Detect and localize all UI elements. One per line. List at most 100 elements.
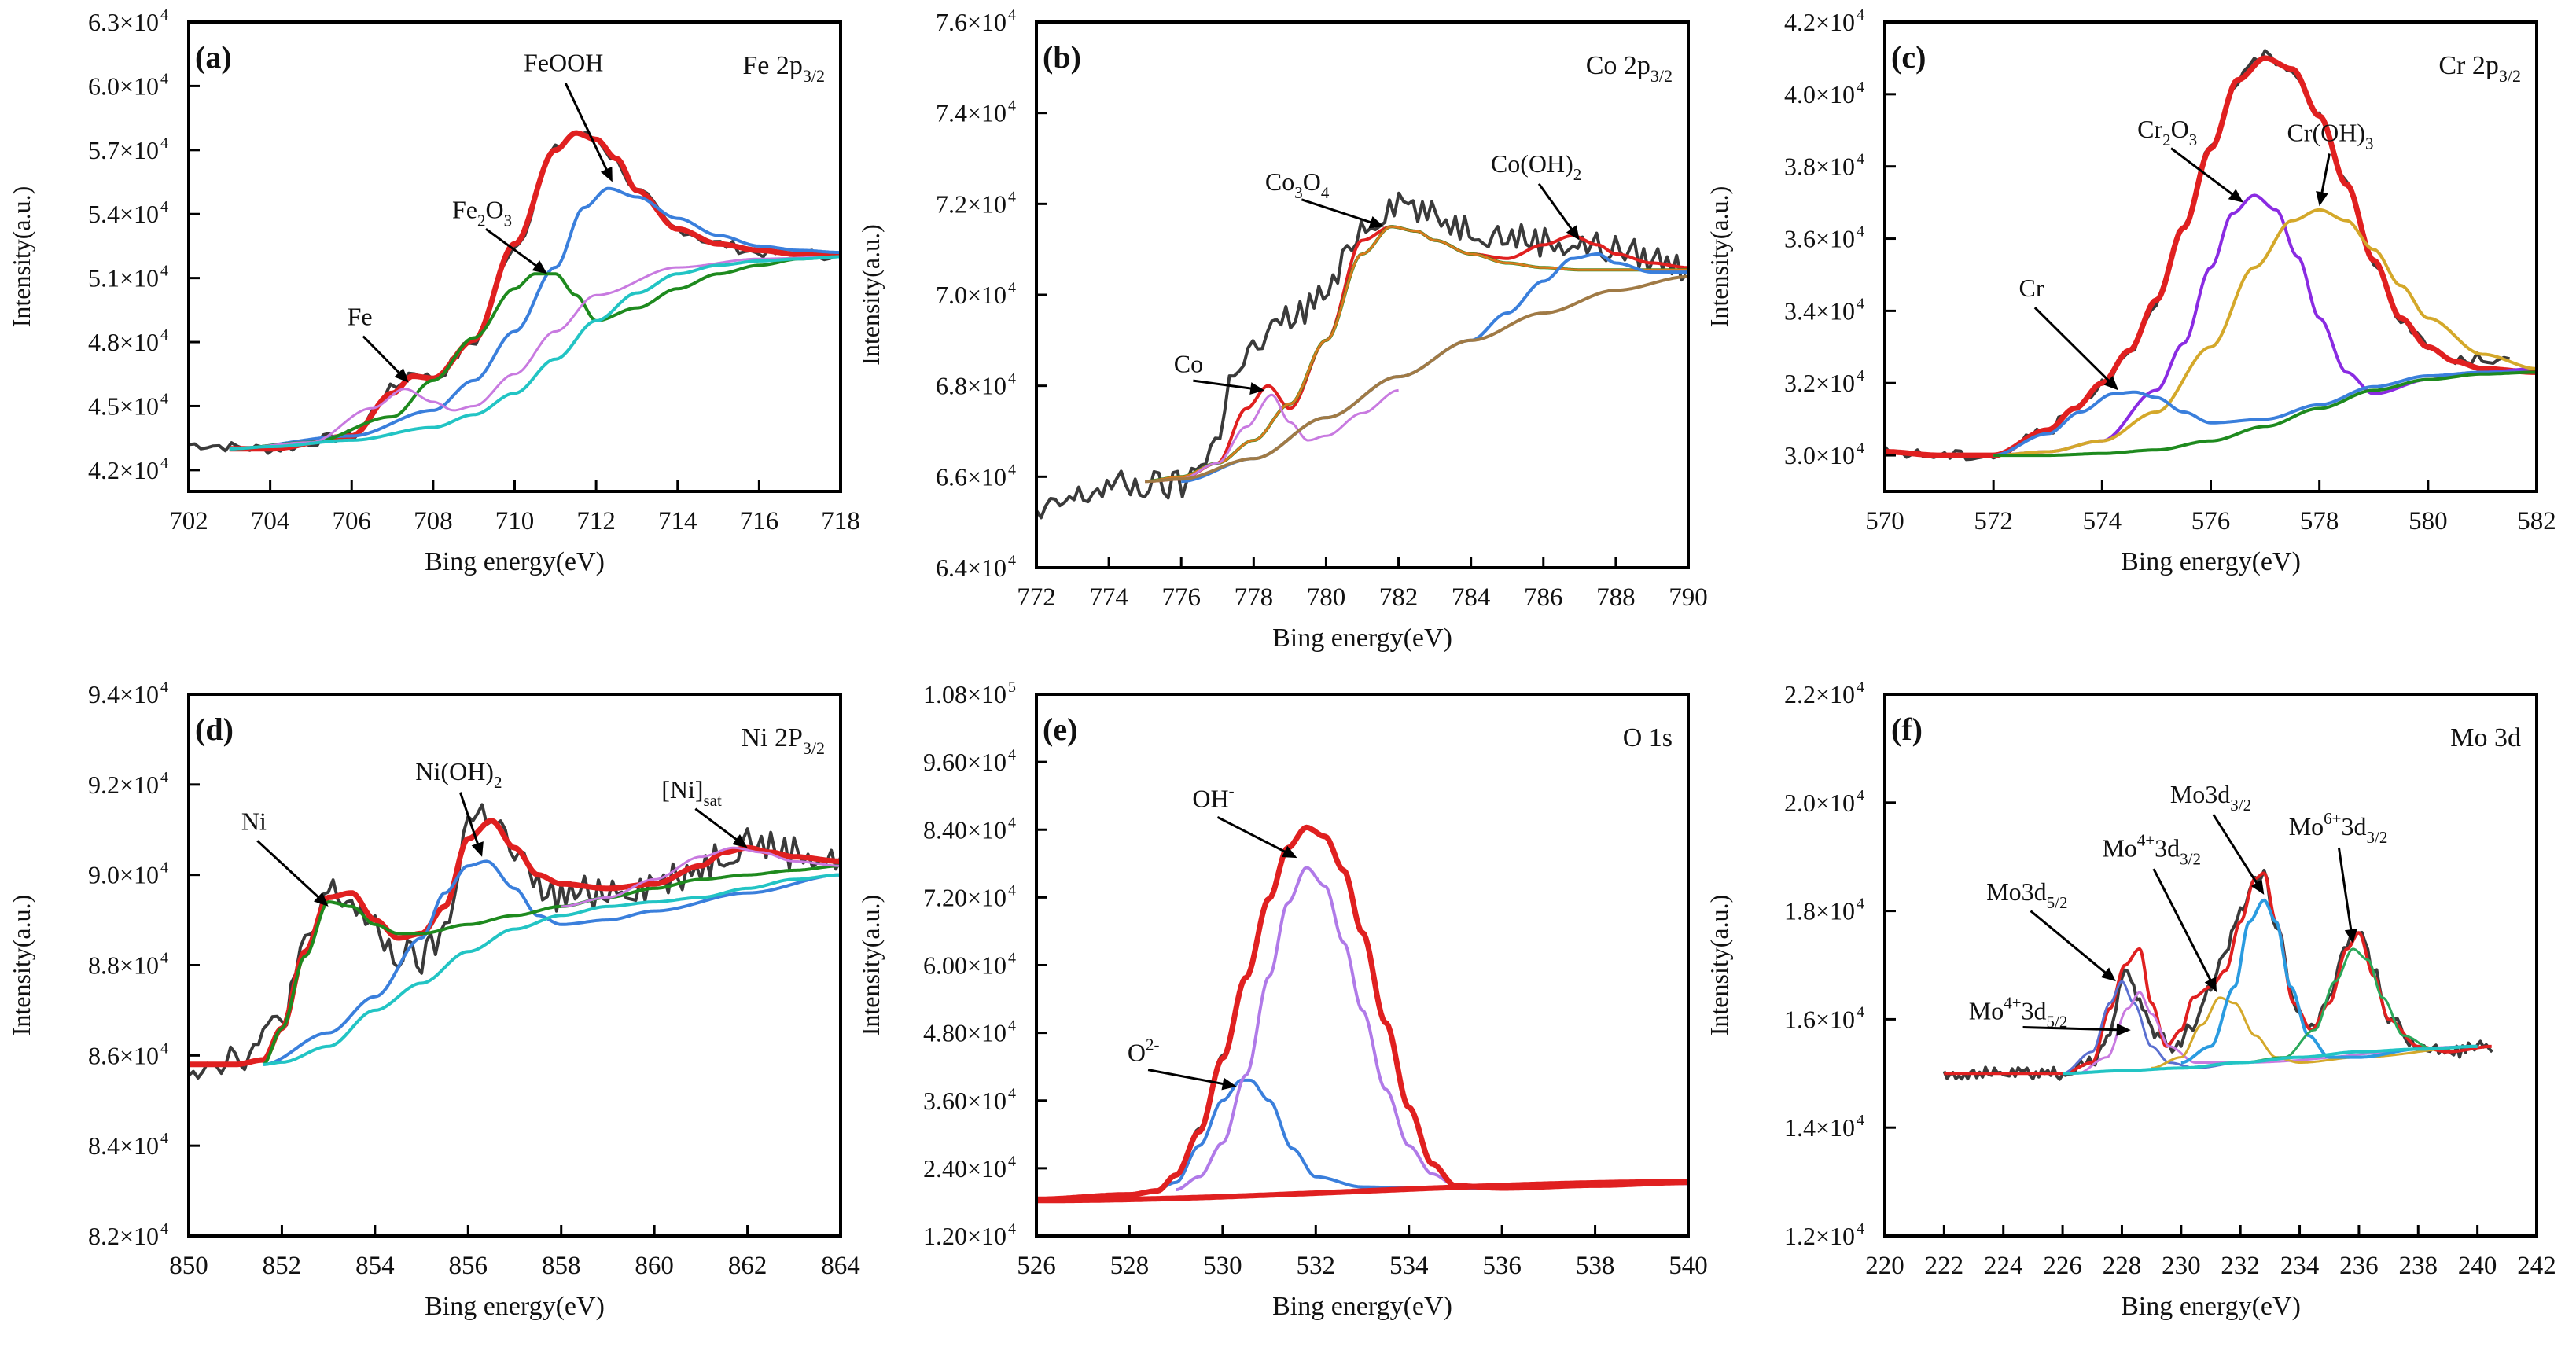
y-tick-label: 7.0×10 [936,281,1006,309]
y-tick-exponent: 4 [1008,950,1016,967]
y-tick-label: 7.2×10 [936,189,1006,218]
peak-annotation: Fe [348,302,373,330]
peak-annotation: Mo3d3/2 [2170,780,2251,815]
y-tick-label: 7.6×10 [936,8,1006,36]
y-axis-label: Intensity(a.u.) [1705,186,1733,328]
arrow-head-icon [1249,382,1265,395]
y-tick-label: 2.2×10 [1784,680,1855,708]
series-group [189,803,841,1080]
y-tick-label: 1.4×10 [1784,1113,1855,1142]
x-tick-label: 574 [2083,507,2122,535]
x-tick-label: 790 [1669,583,1708,612]
series-mo6-3d3-2 [2240,947,2478,1064]
x-tick-label: 780 [1307,583,1346,612]
y-tick-label: 9.2×10 [88,771,159,799]
y-tick-label: 6.4×10 [936,554,1006,582]
annotation-arrow [256,840,327,906]
y-tick-label: 2.0×10 [1784,789,1855,817]
y-tick-label: 6.00×10 [923,951,1006,980]
peak-annotation: O2- [1128,1035,1160,1067]
y-tick-label: 3.0×10 [1784,441,1855,469]
arrow-head-icon [1281,845,1297,859]
arrow-head-icon [1221,1077,1237,1091]
x-tick-label: 718 [821,507,860,535]
y-tick-exponent: 4 [1008,279,1016,296]
panel-label: (b) [1043,39,1081,75]
series-raw [1885,49,2510,462]
y-tick-label: 3.60×10 [923,1087,1006,1115]
arrow-head-icon [1368,216,1385,229]
y-tick-exponent: 4 [160,679,168,696]
x-tick-label: 774 [1089,583,1128,612]
y-tick-label: 4.5×10 [88,392,159,420]
panel-label: (c) [1891,39,1926,75]
peak-annotation: FeOOH [524,48,603,76]
series-fe [229,256,841,451]
y-tick-label: 4.0×10 [1784,80,1855,109]
arrow-head-icon [732,834,748,848]
y-tick-label: 1.2×10 [1784,1222,1855,1250]
series-ni [262,864,841,1066]
x-tick-label: 772 [1017,583,1056,612]
arrow-head-icon [2204,977,2217,992]
x-tick-label: 220 [1865,1252,1904,1280]
y-tick-label: 5.4×10 [88,200,159,228]
arrow-head-icon [2116,1023,2131,1036]
x-tick-label: 532 [1297,1252,1336,1280]
arrow-head-icon [2316,191,2328,207]
y-tick-exponent: 4 [160,6,168,24]
series-cr2o3 [1993,193,2537,458]
y-tick-label: 3.6×10 [1784,225,1855,253]
x-tick-label: 854 [355,1252,395,1280]
panel-label: (e) [1043,712,1077,747]
arrow-head-icon [2250,879,2265,895]
series-group [1036,824,1688,1204]
y-tick-exponent: 4 [160,263,168,280]
y-tick-exponent: 4 [1008,552,1016,569]
y-tick-exponent: 4 [160,1220,168,1238]
y-tick-label: 1.20×10 [923,1222,1006,1250]
x-tick-label: 540 [1669,1252,1708,1280]
y-tick-label: 3.8×10 [1784,153,1855,181]
x-tick-label: 570 [1865,507,1904,535]
x-tick-label: 782 [1379,583,1419,612]
annotation-arrow [2030,910,2114,980]
x-tick-label: 850 [169,1252,208,1280]
annotation-arrow [1216,815,1295,858]
y-tick-exponent: 4 [160,390,168,407]
arrow-head-icon [2100,967,2116,982]
y-tick-exponent: 4 [1857,367,1864,384]
y-tick-exponent: 4 [1008,97,1016,115]
y-tick-exponent: 4 [1008,6,1016,24]
element-label: Ni 2P3/2 [741,723,825,758]
y-tick-label: 6.3×10 [88,8,159,36]
y-axis-label: Intensity(a.u.) [1705,895,1733,1036]
x-tick-label: 858 [542,1252,581,1280]
series-background [1993,370,2537,458]
annotation-arrow [1537,182,1579,239]
arrow-head-icon [1566,225,1580,241]
annotation-arrow [2212,814,2264,893]
y-tick-exponent: 4 [1857,79,1864,96]
x-tick-label: 712 [576,507,616,535]
y-tick-exponent: 4 [160,769,168,786]
y-tick-label: 1.08×10 [923,680,1006,708]
y-tick-exponent: 4 [160,134,168,152]
series-mo4-3d5-2 [2077,991,2477,1075]
x-tick-label: 238 [2399,1252,2438,1280]
x-tick-label: 710 [495,507,535,535]
x-tick-label: 576 [2191,507,2231,535]
y-tick-exponent: 4 [1857,896,1864,913]
element-label: Co 2p3/2 [1586,51,1673,86]
series-cr [1993,370,2537,458]
y-tick-exponent: 4 [160,950,168,967]
y-tick-exponent: 4 [1008,1153,1016,1170]
x-tick-label: 852 [263,1252,302,1280]
x-tick-label: 860 [635,1252,674,1280]
x-tick-label: 784 [1452,583,1491,612]
series-group [1885,49,2537,462]
y-tick-label: 8.6×10 [88,1041,159,1069]
y-tick-exponent: 4 [1857,1003,1864,1021]
x-tick-label: 716 [740,507,779,535]
